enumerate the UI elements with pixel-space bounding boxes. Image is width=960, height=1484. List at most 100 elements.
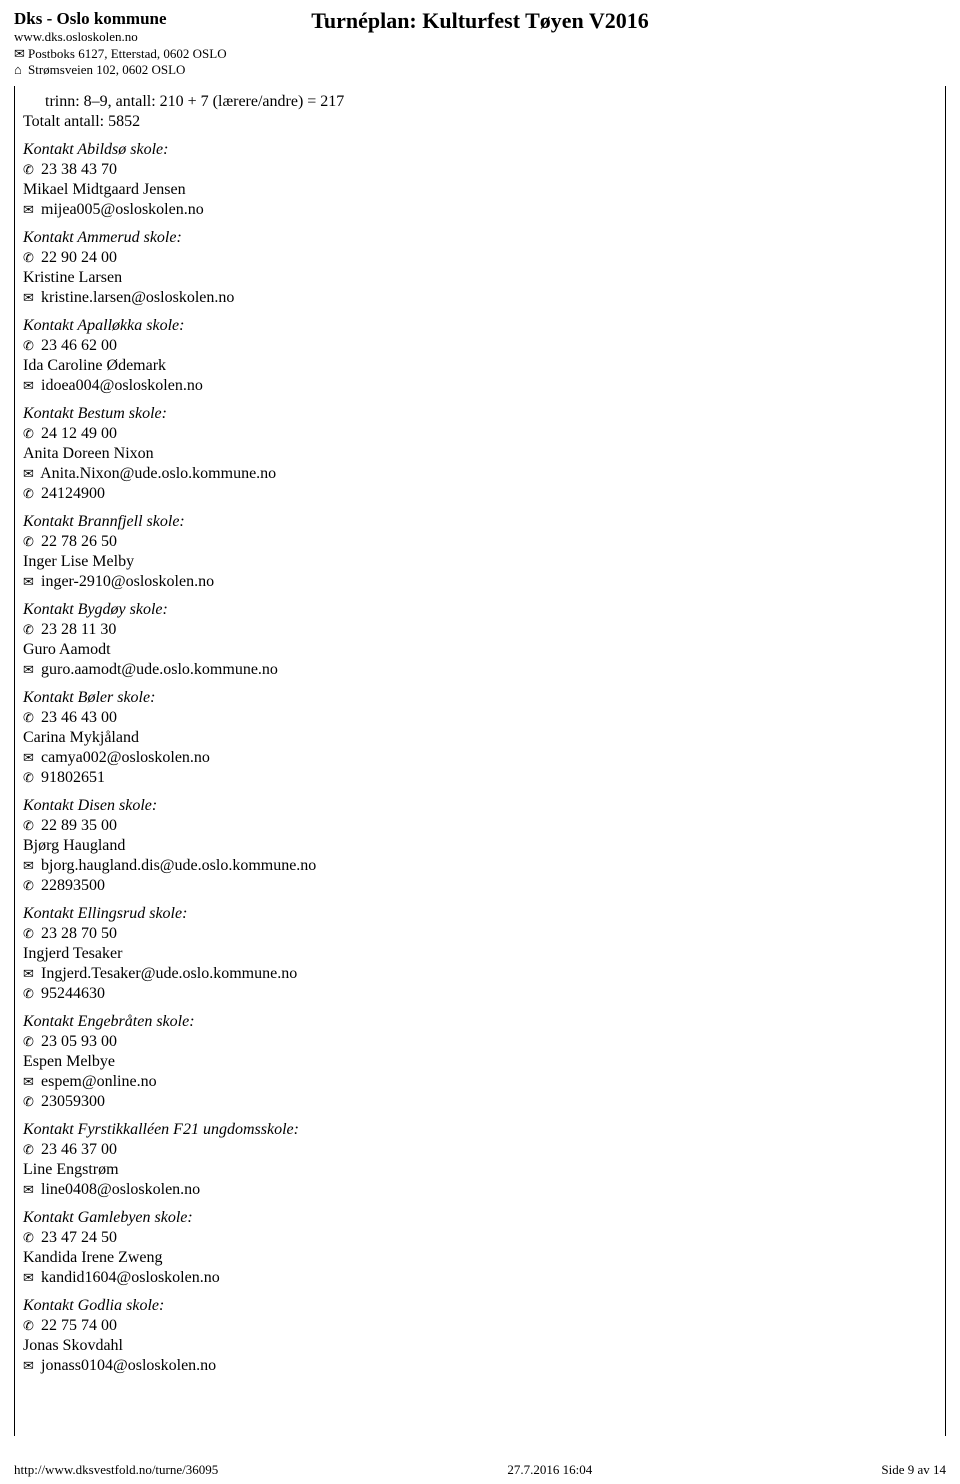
phone-text: 23 28 11 30 <box>37 621 116 638</box>
contact-phone: ✆ 24 12 49 00 <box>23 424 583 444</box>
email-text: kandid1604@osloskolen.no <box>37 1269 220 1286</box>
mail-icon: ✉ <box>14 46 28 62</box>
contact-title: Kontakt Abildsø skole: <box>23 140 583 160</box>
phone-icon: ✆ <box>23 1142 37 1158</box>
phone-icon: ✆ <box>23 1094 37 1110</box>
phone-text: 23 28 70 50 <box>37 925 117 942</box>
contact-email: ✉ kristine.larsen@osloskolen.no <box>23 288 583 308</box>
page-footer: http://www.dksvestfold.no/turne/36095 27… <box>14 1462 946 1478</box>
contact-phone-2: ✆ 23059300 <box>23 1092 583 1112</box>
contacts-list: Kontakt Abildsø skole: ✆ 23 38 43 70 Mikae… <box>23 140 583 1376</box>
email-text: idoea004@osloskolen.no <box>37 377 203 394</box>
email-text: Ingjerd.Tesaker@ude.oslo.kommune.no <box>37 965 297 982</box>
phone-text: 23 05 93 00 <box>37 1033 117 1050</box>
contact-email: ✉ Anita.Nixon@ude.oslo.kommune.no <box>23 464 583 484</box>
contact-block: Kontakt Ammerud skole:✆ 22 90 24 00Krist… <box>23 228 583 308</box>
email-text: bjorg.haugland.dis@ude.oslo.kommune.no <box>37 857 316 874</box>
home-icon: ⌂ <box>14 62 28 78</box>
phone-icon: ✆ <box>23 878 37 894</box>
email-text: line0408@osloskolen.no <box>37 1181 200 1198</box>
phone-icon: ✆ <box>23 710 37 726</box>
contact-block: Kontakt Godlia skole:✆ 22 75 74 00Jonas … <box>23 1296 583 1376</box>
contact-person: Jonas Skovdahl <box>23 1336 583 1356</box>
phone-icon: ✆ <box>23 162 37 178</box>
contact-email: ✉ mijea005@osloskolen.no <box>23 200 583 220</box>
mail-icon: ✉ <box>23 290 37 306</box>
mail-icon: ✉ <box>23 750 37 766</box>
contact-title: Kontakt Bestum skole: <box>23 404 583 424</box>
phone-text: 22 90 24 00 <box>37 249 117 266</box>
contact-block: Kontakt Ellingsrud skole:✆ 23 28 70 50In… <box>23 904 583 1004</box>
email-text: guro.aamodt@ude.oslo.kommune.no <box>37 661 278 678</box>
phone2-text: 22893500 <box>37 877 105 894</box>
contact-person: Kristine Larsen <box>23 268 583 288</box>
email-text: Anita.Nixon@ude.oslo.kommune.no <box>37 465 276 482</box>
contact-title: Kontakt Bøler skole: <box>23 688 583 708</box>
footer-date: 27.7.2016 16:04 <box>507 1462 592 1478</box>
contact-person: Inger Lise Melby <box>23 552 583 572</box>
trinn-line: trinn: 8–9, antall: 210 + 7 (lærere/andr… <box>23 92 583 112</box>
contact-title: Kontakt Disen skole: <box>23 796 583 816</box>
contact-block: Kontakt Disen skole:✆ 22 89 35 00Bjørg H… <box>23 796 583 896</box>
footer-page: Side 9 av 14 <box>881 1462 946 1478</box>
contact-block: Kontakt Gamlebyen skole:✆ 23 47 24 50Kan… <box>23 1208 583 1288</box>
phone-text: 23 38 43 70 <box>37 161 117 178</box>
contact-phone: ✆ 23 05 93 00 <box>23 1032 583 1052</box>
phone-text: 22 75 74 00 <box>37 1317 117 1334</box>
email-text: kristine.larsen@osloskolen.no <box>37 289 234 306</box>
contact-phone: ✆ 23 47 24 50 <box>23 1228 583 1248</box>
contact-title: Kontakt Godlia skole: <box>23 1296 583 1316</box>
phone-icon: ✆ <box>23 770 37 786</box>
contact-email: ✉ line0408@osloskolen.no <box>23 1180 583 1200</box>
contact-phone: ✆ 22 89 35 00 <box>23 816 583 836</box>
content-frame: trinn: 8–9, antall: 210 + 7 (lærere/andr… <box>14 86 946 1436</box>
contact-person: Bjørg Haugland <box>23 836 583 856</box>
phone-text: 24 12 49 00 <box>37 425 117 442</box>
phone-icon: ✆ <box>23 426 37 442</box>
phone-icon: ✆ <box>23 622 37 638</box>
phone-icon: ✆ <box>23 1034 37 1050</box>
total-line: Totalt antall: 5852 <box>23 112 583 132</box>
contact-block: Kontakt Bygdøy skole:✆ 23 28 11 30Guro A… <box>23 600 583 680</box>
mail-icon: ✉ <box>23 1270 37 1286</box>
contact-email: ✉ inger-2910@osloskolen.no <box>23 572 583 592</box>
contact-person: Line Engstrøm <box>23 1160 583 1180</box>
footer-url: http://www.dksvestfold.no/turne/36095 <box>14 1462 218 1478</box>
phone-text: 22 89 35 00 <box>37 817 117 834</box>
phone-icon: ✆ <box>23 534 37 550</box>
phone2-text: 24124900 <box>37 485 105 502</box>
contact-person: Anita Doreen Nixon <box>23 444 583 464</box>
mail-icon: ✉ <box>23 1074 37 1090</box>
mail-icon: ✉ <box>23 202 37 218</box>
contact-block: Kontakt Engebråten skole:✆ 23 05 93 00Es… <box>23 1012 583 1112</box>
contact-block: Kontakt Fyrstikkalléen F21 ungdomsskole:… <box>23 1120 583 1200</box>
contact-title: Kontakt Brannfjell skole: <box>23 512 583 532</box>
contact-title: Kontakt Fyrstikkalléen F21 ungdomsskole: <box>23 1120 583 1140</box>
contact-person: Kandida Irene Zweng <box>23 1248 583 1268</box>
phone2-text: 91802651 <box>37 769 105 786</box>
contact-block: Kontakt Bøler skole:✆ 23 46 43 00Carina … <box>23 688 583 788</box>
mail-icon: ✉ <box>23 574 37 590</box>
email-text: camya002@osloskolen.no <box>37 749 210 766</box>
phone-icon: ✆ <box>23 486 37 502</box>
contact-phone: ✆ 22 75 74 00 <box>23 1316 583 1336</box>
contact-phone: ✆ 23 46 43 00 <box>23 708 583 728</box>
left-column: trinn: 8–9, antall: 210 + 7 (lærere/andr… <box>23 92 583 1376</box>
mail-icon: ✉ <box>23 1182 37 1198</box>
contact-phone: ✆ 22 78 26 50 <box>23 532 583 552</box>
phone-icon: ✆ <box>23 338 37 354</box>
street-line: ⌂Strømsveien 102, 0602 OSLO <box>14 62 946 78</box>
contact-block: Kontakt Bestum skole:✆ 24 12 49 00Anita … <box>23 404 583 504</box>
phone-text: 23 46 62 00 <box>37 337 117 354</box>
contact-person: Mikael Midtgaard Jensen <box>23 180 583 200</box>
phone-icon: ✆ <box>23 250 37 266</box>
phone-text: 23 47 24 50 <box>37 1229 117 1246</box>
contact-title: Kontakt Apalløkka skole: <box>23 316 583 336</box>
mail-icon: ✉ <box>23 378 37 394</box>
contact-block: Kontakt Brannfjell skole:✆ 22 78 26 50In… <box>23 512 583 592</box>
page-header: Dks - Oslo kommune www.dks.osloskolen.no… <box>14 8 946 78</box>
phone2-text: 95244630 <box>37 985 105 1002</box>
contact-phone-2: ✆ 91802651 <box>23 768 583 788</box>
contact-phone: ✆ 23 28 11 30 <box>23 620 583 640</box>
mail-icon: ✉ <box>23 662 37 678</box>
